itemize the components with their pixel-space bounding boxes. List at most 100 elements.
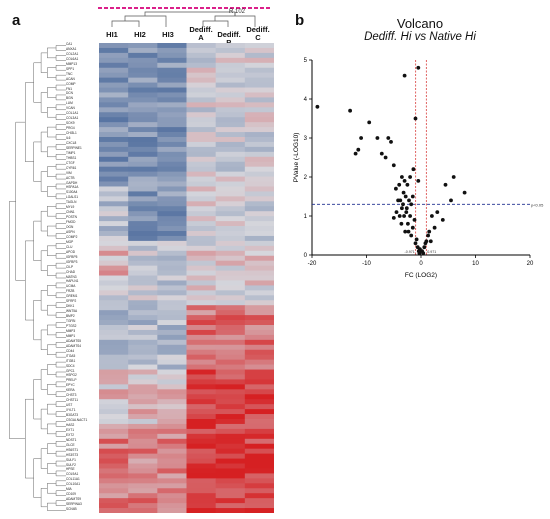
heatmap-cell [186,384,217,390]
heatmap-cell [215,211,246,217]
heatmap-cell [186,176,217,182]
heatmap-cell [215,389,246,395]
heatmap-cell [128,122,158,128]
volcano-point [315,104,320,109]
row-label: EXT1 [66,427,74,432]
heatmap-cell [99,171,129,177]
heatmap-cell [128,166,158,173]
volcano-point [379,151,384,156]
heatmap-cell [128,374,158,380]
row-label: SDC4 [66,363,75,368]
heatmap-cell [157,235,187,242]
pvalue-threshold-label: p<0.05 [531,202,544,207]
row-label: ADAMTS4 [66,343,82,348]
heatmap-cell [128,146,158,153]
heatmap-cell [186,478,217,484]
row-label: CD44 [66,348,75,353]
heatmap-cell [186,122,217,128]
heatmap-cell [99,250,129,257]
heatmap-cell [128,508,158,513]
heatmap-cell [99,265,129,271]
heatmap-cell [128,493,158,499]
row-label: ITGA5 [66,353,76,358]
y-tick-label: 4 [304,97,308,103]
heatmap-cell [128,137,158,143]
dendrogram-branch [55,361,66,368]
heatmap-cell [128,127,158,133]
dendrogram-branch [40,250,48,271]
y-tick-label: 0 [304,253,308,259]
heatmap-cell [128,369,158,375]
heatmap-cell [128,384,158,390]
heatmap-cell [215,77,246,83]
heatmap-cell [99,310,129,316]
dendrogram-branch [25,398,34,479]
heatmap-cell [128,300,158,306]
volcano-point [410,194,415,199]
heatmap-cell [99,156,129,163]
heatmap-cell [99,339,129,346]
heatmap-cell [186,290,217,296]
heatmap-cell [157,260,187,267]
volcano-point [406,229,411,234]
row-label: SCN4B [66,507,77,512]
heatmap-cell [157,43,187,49]
heatmap-cell [157,458,187,464]
heatmap-cell [215,62,246,69]
heatmap-cell [215,245,246,252]
heatmap-cell [186,423,217,430]
heatmap-cell [244,92,274,98]
row-label: CXCL8 [66,140,77,145]
row-label: COL1A1 [66,111,79,116]
dendrogram-branch [47,423,57,435]
heatmap-cell [186,255,217,262]
heatmap-cell [99,206,129,212]
heatmap-cell [99,458,129,464]
heatmap-cell [186,77,217,83]
row-label: CA1 [66,42,73,46]
heatmap-cell [157,146,187,153]
heatmap-cell [99,132,129,138]
heatmap-cell [128,433,158,440]
heatmap-cell [157,186,187,192]
fc-threshold-label: -0.971 [405,250,415,254]
heatmap-cell [157,369,187,375]
heatmap-cell [128,211,158,217]
heatmap-cell [244,334,274,341]
heatmap-cell [99,384,129,390]
heatmap-cell [186,275,217,281]
fc-threshold-label: 0.971 [427,250,436,254]
dendrogram-branch [55,500,66,506]
heatmap-cell [157,414,187,420]
row-label: CLU [66,244,73,249]
row-label: LUM [66,101,73,106]
heatmap-cell [157,320,187,326]
heatmap-cell [244,493,274,499]
heatmap-cell [157,171,187,177]
heatmap-cell [99,67,129,74]
heatmap-cell [99,404,129,410]
dendrogram-branch [55,421,66,427]
heatmap-cell [215,423,246,430]
heatmap-cell [244,107,274,113]
heatmap-cell [215,47,246,54]
heatmap-cell [128,250,158,257]
dendrogram-branch [55,55,66,61]
heatmap-cell [128,265,158,271]
heatmap-cell [157,240,187,247]
heatmap-cell [244,389,274,395]
heatmap-cell [186,82,217,88]
volcano-point [416,179,421,183]
heatmap-cell [157,443,187,450]
heatmap-cell [244,488,274,494]
heatmap-cell [157,428,187,435]
heatmap-cell [186,235,217,242]
dendrogram-branch [55,450,66,457]
heatmap-cell [215,102,246,108]
heatmap-cell [244,458,274,464]
heatmap-cell [215,186,246,192]
x-tick-label: 20 [527,261,534,267]
heatmap-cell [244,186,274,192]
row-label: EXT2 [66,432,74,437]
y-tick-label: 3 [304,136,308,142]
